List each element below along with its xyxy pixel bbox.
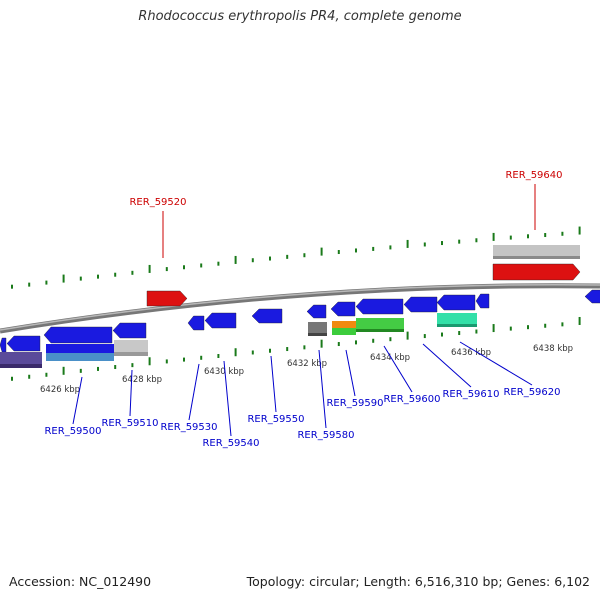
feature-bar-green-shade[interactable]	[356, 329, 404, 332]
gene-label-reverse[interactable]: RER_59550	[247, 414, 304, 425]
map-title: Rhodococcus erythropolis PR4, complete g…	[138, 9, 462, 24]
feature-bar-gray-shade[interactable]	[114, 352, 148, 356]
gene-label-reverse[interactable]: RER_59610	[442, 389, 499, 400]
accession-text: Accession: NC_012490	[9, 574, 152, 589]
feature-bar-orange[interactable]	[332, 321, 356, 329]
gene-leader-line	[383, 345, 413, 393]
genome-backbone	[0, 283, 600, 334]
feature-bar-teal[interactable]	[437, 313, 477, 326]
feature-bar-purple-shade[interactable]	[0, 364, 42, 368]
gene-label-reverse[interactable]: RER_59510	[101, 418, 158, 429]
kbp-tick-label: 6432 kbp	[287, 359, 327, 369]
gene-arrow-reverse[interactable]	[187, 315, 205, 331]
gene-leader-line	[270, 355, 277, 413]
gene-arrow-reverse[interactable]	[6, 335, 41, 352]
feature-bar-blue[interactable]	[46, 344, 114, 354]
gene-arrow-reverse[interactable]	[436, 294, 476, 311]
gene-arrow-forward[interactable]	[146, 290, 188, 307]
gene-label-reverse[interactable]: RER_59500	[44, 426, 101, 437]
gene-leader-line	[422, 343, 472, 388]
kbp-tick-label: 6434 kbp	[370, 353, 410, 363]
kbp-tick-label: 6438 kbp	[533, 344, 573, 354]
gene-label-forward[interactable]: RER_59520	[129, 197, 186, 208]
gene-leader-line	[72, 376, 83, 425]
gene-arrow-reverse[interactable]	[584, 289, 600, 304]
genome-backbone-highlight	[0, 283, 600, 331]
gene-leader-line	[345, 349, 356, 397]
gene-label-forward[interactable]: RER_59640	[505, 170, 562, 181]
genome-summary-text: Topology: circular; Length: 6,516,310 bp…	[246, 574, 590, 589]
gene-label-reverse[interactable]: RER_59600	[383, 394, 440, 405]
feature-bar-lightblue[interactable]	[46, 353, 114, 361]
gene-label-reverse[interactable]: RER_59590	[326, 398, 383, 409]
gene-arrow-reverse[interactable]	[330, 301, 356, 317]
gene-arrow-reverse[interactable]	[403, 296, 438, 313]
gene-label-reverse[interactable]: RER_59540	[202, 438, 259, 449]
feature-bar-gray-shade[interactable]	[493, 256, 580, 259]
gene-label-reverse[interactable]: RER_59580	[297, 430, 354, 441]
gene-arrow-reverse[interactable]	[475, 293, 490, 309]
kbp-tick-label: 6436 kbp	[451, 348, 491, 358]
gene-label-reverse[interactable]: RER_59620	[503, 387, 560, 398]
feature-bar-gray[interactable]	[493, 245, 580, 259]
gene-arrow-reverse[interactable]	[0, 337, 7, 353]
gene-arrow-reverse[interactable]	[355, 298, 404, 315]
gene-arrow-reverse[interactable]	[112, 322, 147, 339]
kbp-tick-label: 6428 kbp	[122, 375, 162, 385]
gene-leader-line	[223, 360, 232, 437]
kbp-tick-label: 6430 kbp	[204, 367, 244, 377]
gene-leader-line	[129, 369, 133, 417]
feature-bar-darkgray-shade[interactable]	[308, 333, 327, 336]
gene-leader-line	[318, 349, 327, 429]
feature-bar-green[interactable]	[332, 328, 356, 335]
feature-bar-teal-shade[interactable]	[437, 324, 477, 327]
gene-arrow-forward[interactable]	[492, 263, 581, 281]
gene-label-reverse[interactable]: RER_59530	[160, 422, 217, 433]
gene-arrow-reverse[interactable]	[204, 312, 237, 329]
gene-arrow-reverse[interactable]	[251, 308, 283, 324]
gene-arrow-reverse[interactable]	[43, 326, 113, 344]
kbp-tick-label: 6426 kbp	[40, 385, 80, 395]
gene-arrow-reverse[interactable]	[306, 304, 327, 319]
feature-bar-darkgray[interactable]	[308, 322, 327, 336]
gene-leader-line	[459, 341, 533, 386]
feature-bar-green[interactable]	[356, 318, 404, 332]
gene-leader-line	[188, 363, 200, 421]
